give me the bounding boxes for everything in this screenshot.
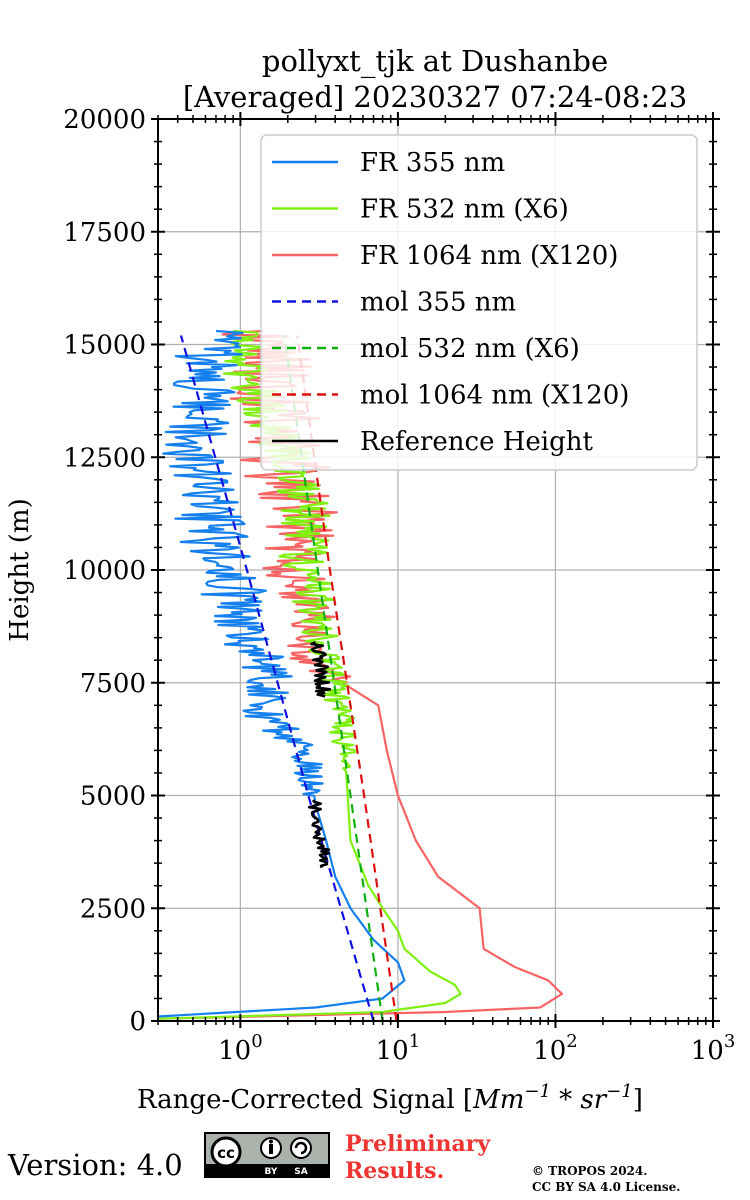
x-axis-label-mid: * sr xyxy=(551,1085,608,1115)
y-tick-label: 17500 xyxy=(63,218,146,248)
y-tick-label: 15000 xyxy=(63,331,146,361)
y-tick-label: 20000 xyxy=(63,105,146,135)
y-axis-label: Height (m) xyxy=(5,498,35,641)
preliminary-line-1: Preliminary xyxy=(345,1131,491,1157)
x-tick-label: 101 xyxy=(376,1031,421,1066)
legend-label-6: Reference Height xyxy=(360,427,594,457)
x-axis-label-sup1: −1 xyxy=(524,1081,551,1102)
tick-labels: 0 2500 5000 7500 10000 12500 15000 17500 20000 10… xyxy=(63,105,735,1066)
legend-label-1: FR 532 nm (X6) xyxy=(360,195,569,225)
y-tick-label: 10000 xyxy=(63,556,146,586)
legend-label-0: FR 355 nm xyxy=(360,148,505,178)
chart-title-line-1: pollyxt_tjk at Dushanbe xyxy=(262,44,608,79)
legend-label-5: mol 1064 nm (X120) xyxy=(360,381,629,411)
y-tick-label: 0 xyxy=(129,1007,146,1037)
legend-label-3: mol 355 nm xyxy=(360,288,516,318)
svg-text:cc: cc xyxy=(217,1144,235,1162)
series-line-3 xyxy=(179,335,375,1022)
x-axis-label-unit: Mm xyxy=(472,1085,524,1115)
copyright-notice: © TROPOS 2024. CC BY SA 4.0 License. xyxy=(532,1163,680,1195)
x-axis-label: Range-Corrected Signal [Mm−1 * sr−1] xyxy=(137,1081,643,1115)
copyright-line-2: CC BY SA 4.0 License. xyxy=(532,1180,681,1194)
y-tick-label: 5000 xyxy=(80,782,146,812)
x-tick-label: 100 xyxy=(218,1031,263,1066)
x-axis-label-text: Range-Corrected Signal [ xyxy=(137,1085,473,1115)
y-tick-label: 2500 xyxy=(80,894,146,924)
preliminary-results-note: Preliminary Results. xyxy=(345,1131,490,1185)
legend-box xyxy=(260,134,698,471)
y-tick-label: 12500 xyxy=(63,443,146,473)
version-label: Version: 4.0 xyxy=(8,1148,183,1182)
ticks xyxy=(151,112,720,1028)
y-tick-label: 7500 xyxy=(80,669,146,699)
legend-label-2: FR 1064 nm (X120) xyxy=(360,241,618,271)
chart-title-line-2: [Averaged] 20230327 07:24-08:23 xyxy=(183,80,687,114)
series-line-6 xyxy=(310,641,332,698)
x-axis-label-sup2: −1 xyxy=(606,1081,633,1102)
series-line-0 xyxy=(157,329,406,1018)
preliminary-line-2: Results. xyxy=(345,1158,445,1184)
x-axis-label-end: ] xyxy=(633,1085,643,1115)
series-line-6 xyxy=(307,799,331,869)
legend-label-4: mol 532 nm (X6) xyxy=(360,334,580,364)
copyright-line-1: © TROPOS 2024. xyxy=(532,1164,648,1178)
cc-by-sa-icon: cc BY SA xyxy=(204,1132,330,1178)
svg-text:BY: BY xyxy=(265,1167,278,1176)
x-tick-label: 102 xyxy=(533,1031,578,1066)
svg-text:SA: SA xyxy=(294,1167,307,1176)
x-tick-label: 103 xyxy=(691,1031,736,1066)
legend: FR 355 nm FR 532 nm (X6) FR 1064 nm (X120)… xyxy=(260,134,698,471)
